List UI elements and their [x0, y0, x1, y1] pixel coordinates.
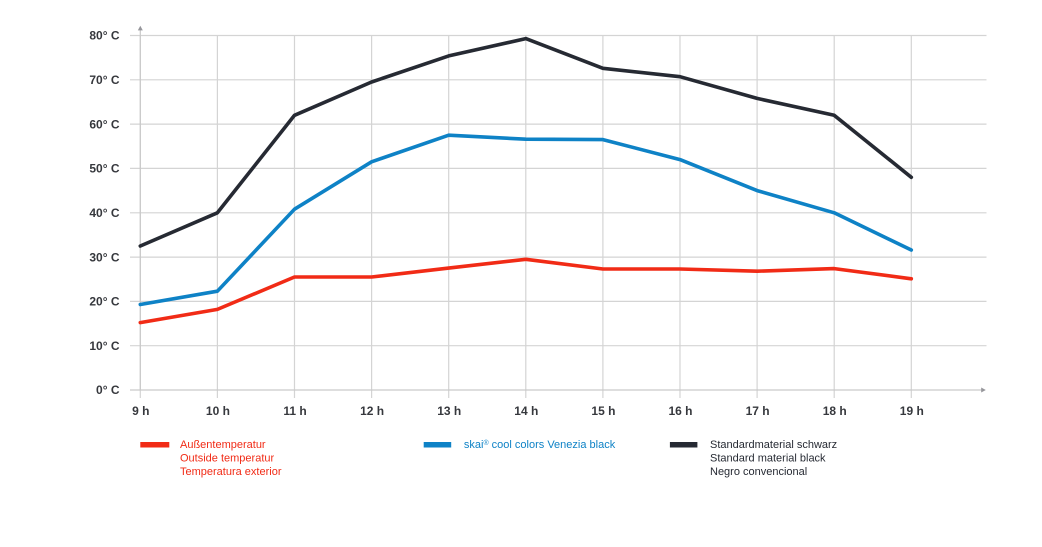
svg-text:skai® cool colors Venezia blac: skai® cool colors Venezia black: [464, 439, 616, 451]
svg-text:10° C: 10° C: [89, 339, 119, 353]
svg-text:11 h: 11 h: [283, 404, 306, 418]
svg-text:0° C: 0° C: [96, 383, 120, 397]
svg-text:12 h: 12 h: [360, 404, 384, 418]
svg-text:Außentemperatur: Außentemperatur: [180, 439, 266, 451]
svg-text:Standardmaterial schwarz: Standardmaterial schwarz: [710, 439, 837, 451]
svg-text:13 h: 13 h: [437, 404, 461, 418]
svg-text:50° C: 50° C: [89, 162, 119, 176]
svg-text:18 h: 18 h: [823, 404, 847, 418]
svg-text:60° C: 60° C: [89, 117, 119, 131]
svg-text:80° C: 80° C: [89, 29, 119, 43]
svg-text:9 h: 9 h: [132, 404, 149, 418]
svg-text:15 h: 15 h: [591, 404, 615, 418]
svg-text:70° C: 70° C: [89, 73, 119, 87]
svg-text:14 h: 14 h: [514, 404, 538, 418]
svg-text:10 h: 10 h: [206, 404, 230, 418]
svg-text:16 h: 16 h: [668, 404, 692, 418]
svg-text:Outside temperatur: Outside temperatur: [180, 453, 274, 465]
svg-text:Standard material black: Standard material black: [710, 453, 826, 465]
svg-text:19 h: 19 h: [900, 404, 924, 418]
svg-text:40° C: 40° C: [89, 206, 119, 220]
svg-text:30° C: 30° C: [89, 250, 119, 264]
svg-text:17 h: 17 h: [746, 404, 770, 418]
svg-text:Temperatura exterior: Temperatura exterior: [180, 466, 282, 478]
svg-text:20° C: 20° C: [89, 295, 119, 309]
svg-text:Negro convencional: Negro convencional: [710, 466, 807, 478]
